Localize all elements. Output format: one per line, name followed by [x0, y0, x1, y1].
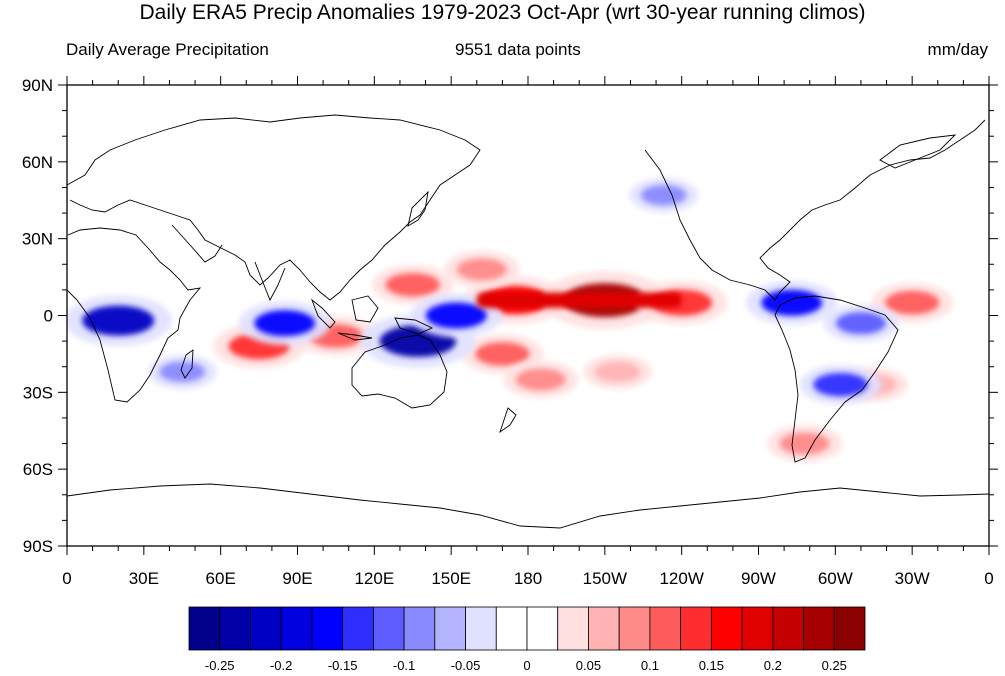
colorbar-label: -0.15: [328, 658, 358, 673]
anomaly-negative-16: [425, 302, 487, 329]
x-tick-label: 30E: [129, 569, 159, 588]
y-tick-label: 0: [44, 307, 53, 326]
colorbar-box: [311, 606, 344, 651]
coastline-india: [254, 261, 286, 302]
anomaly-positive-5: [385, 272, 440, 297]
colorbar: -0.25 -0.2 -0.15 -0.1 -0.05 0 0.05 0.1 0.15 0.2 0.…: [188, 606, 866, 673]
coastline-java: [337, 332, 373, 341]
anomaly-positive-11: [779, 432, 830, 455]
colorbar-box: [588, 606, 620, 651]
coastline-japan: [407, 190, 429, 227]
coastline-greenland: [879, 134, 957, 169]
coastline-madagascar: [180, 349, 194, 379]
colorbar-label: -0.25: [205, 658, 235, 673]
colorbar-label: 0.05: [576, 658, 601, 673]
colorbar-box: [649, 606, 682, 651]
anomaly-positive-10: [884, 290, 940, 315]
y-tick-label: 60N: [22, 153, 53, 172]
x-tick-label: 120E: [354, 569, 394, 588]
coastline-north-america: [644, 119, 986, 301]
colorbar-label: 0.15: [699, 658, 724, 673]
x-tick-label: 90E: [282, 569, 312, 588]
y-tick-label: 60S: [23, 460, 53, 479]
coastline-antarctica: [67, 483, 989, 529]
anomaly-negative-19: [835, 312, 886, 335]
coastline-new-zealand: [499, 407, 517, 434]
colorbar-box: [219, 606, 251, 651]
colorbar-box: [526, 606, 559, 651]
x-tick-label: 120W: [659, 569, 703, 588]
anomaly-positive-9: [594, 361, 641, 383]
colorbar-label: 0.25: [822, 658, 847, 673]
axis-ticks: [58, 76, 998, 555]
colorbar-box: [557, 606, 589, 651]
y-tick-label: 30N: [22, 230, 53, 249]
colorbar-box: [372, 606, 405, 651]
coastline-new-guinea: [394, 317, 434, 335]
colorbar-label: -0.1: [393, 658, 415, 673]
colorbar-label: 0.2: [764, 658, 782, 673]
x-tick-label: 60W: [818, 569, 853, 588]
colorbar-box: [280, 606, 313, 651]
colorbar-box: [465, 606, 497, 651]
anomaly-shading: [67, 177, 953, 463]
colorbar-box: [188, 606, 221, 651]
colorbar-box: [403, 606, 436, 651]
colorbar-box: [710, 606, 743, 651]
coastline-south-america: [774, 295, 899, 463]
coastline-borneo: [351, 295, 379, 323]
anomaly-positive-7: [475, 342, 530, 366]
anomaly-negative-18: [813, 372, 868, 397]
anomaly-positive-6: [456, 258, 507, 281]
x-tick-label: 60E: [206, 569, 236, 588]
anomaly-negative-21: [640, 184, 687, 206]
anomaly-positive-8: [515, 368, 566, 391]
x-tick-label: 150E: [431, 569, 471, 588]
anomaly-negative-13: [82, 305, 155, 336]
x-tick-label: 180: [514, 569, 542, 588]
y-tick-label: 90N: [22, 76, 53, 95]
plot-title: Daily ERA5 Precip Anomalies 1979-2023 Oc…: [139, 1, 866, 24]
colorbar-box: [803, 606, 835, 651]
left-string: Daily Average Precipitation: [66, 40, 269, 59]
coastline-arabia: [171, 224, 223, 263]
colorbar-box: [618, 606, 651, 651]
colorbar-label: 0.1: [641, 658, 659, 673]
x-tick-label: 0: [62, 569, 71, 588]
colorbar-box: [342, 606, 374, 651]
colorbar-box: [250, 606, 282, 651]
units-string: mm/day: [927, 40, 988, 59]
colorbar-box: [833, 606, 866, 651]
colorbar-label: 0: [523, 658, 530, 673]
coastlines: [67, 114, 989, 529]
center-string: 9551 data points: [455, 40, 581, 59]
colorbar-label: -0.05: [451, 658, 481, 673]
y-tick-label: 90S: [23, 537, 53, 556]
coastline-australia: [351, 334, 448, 409]
coastline-sumatra: [311, 298, 336, 329]
coastline-eurasia: [67, 114, 481, 301]
y-tick-label: 30S: [23, 383, 53, 402]
x-tick-label: 0: [984, 569, 993, 588]
colorbar-box: [495, 606, 528, 651]
anomaly-negative-14: [254, 310, 316, 337]
colorbar-label: -0.2: [270, 658, 292, 673]
colorbar-box: [680, 606, 712, 651]
x-tick-label: 30W: [895, 569, 930, 588]
colorbar-box: [741, 606, 774, 651]
anomaly-negative-17: [761, 289, 823, 316]
anomaly-itcz-band: [476, 292, 682, 308]
colorbar-box: [772, 606, 804, 651]
coastline-africa: [67, 227, 202, 403]
colorbar-box: [434, 606, 466, 651]
x-tick-label: 90W: [741, 569, 776, 588]
x-tick-label: 150W: [583, 569, 627, 588]
axis-labels: 0 30E 60E 90E 120E 150E 180 150W 120W 90W 60W 30W 09…: [22, 76, 994, 588]
